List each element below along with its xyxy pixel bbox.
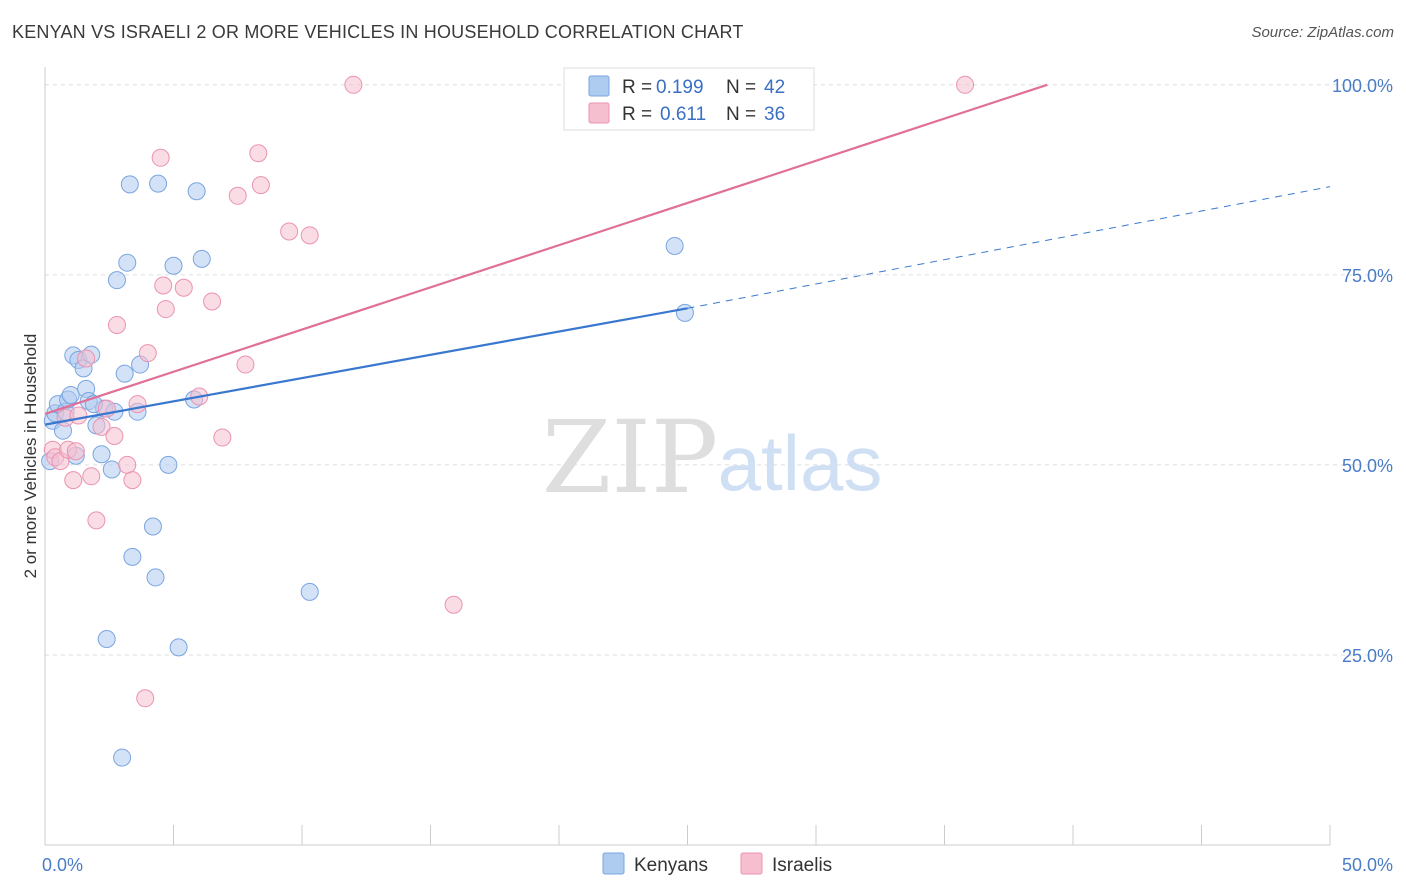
series-legend: Kenyans Israelis xyxy=(602,852,832,876)
legend-r-label: R = xyxy=(622,77,652,98)
kenyan-point xyxy=(102,460,121,479)
watermark-zip: ZIP xyxy=(542,399,718,516)
israeli-point xyxy=(154,276,173,295)
kenyan-point xyxy=(118,253,137,272)
kenyan-trendline xyxy=(44,307,688,426)
legend-label-kenyans: Kenyans xyxy=(634,855,708,876)
israeli-points xyxy=(43,75,975,708)
y-tick-label: 25.0% xyxy=(1342,646,1393,666)
kenyan-point xyxy=(159,455,178,474)
legend-swatch-kenyans xyxy=(602,852,625,875)
y-tick-labels: 25.0% 50.0% 75.0% 100.0% xyxy=(1332,76,1393,666)
israeli-point xyxy=(151,148,170,167)
y-tick-label: 50.0% xyxy=(1342,456,1393,476)
israeli-point xyxy=(123,471,142,490)
legend-r-label: R = xyxy=(622,104,652,125)
legend-n-label: N = xyxy=(726,104,756,125)
israeli-point xyxy=(82,467,101,486)
kenyan-point xyxy=(92,445,111,464)
israeli-point xyxy=(92,417,111,436)
watermark: ZIP atlas xyxy=(542,399,883,516)
kenyan-point xyxy=(113,748,132,767)
kenyan-point xyxy=(146,568,165,587)
israeli-point xyxy=(956,75,975,94)
x-tick-labels: 0.0% 50.0% xyxy=(42,855,1393,875)
kenyan-point xyxy=(143,517,162,536)
israeli-point xyxy=(118,455,137,474)
kenyan-point xyxy=(115,364,134,383)
israeli-point xyxy=(444,595,463,614)
legend-r-israelis: 0.611 xyxy=(660,104,706,125)
y-tick-label: 100.0% xyxy=(1332,76,1393,96)
israeli-point xyxy=(77,349,96,368)
israeli-point xyxy=(87,511,106,530)
kenyan-point xyxy=(164,256,183,275)
legend-n-israelis: 36 xyxy=(764,104,785,125)
x-tick-label-max: 50.0% xyxy=(1342,855,1393,875)
kenyan-point xyxy=(675,303,694,322)
israeli-point xyxy=(66,442,85,461)
israeli-point xyxy=(251,176,270,195)
grid-lines xyxy=(45,84,1392,656)
y-axis-label: 2 or more Vehicles in Household xyxy=(21,334,40,579)
kenyan-point xyxy=(192,249,211,268)
israeli-point xyxy=(280,222,299,241)
israeli-point xyxy=(228,186,247,205)
israeli-point xyxy=(344,75,363,94)
legend-swatch-kenyans xyxy=(588,75,610,97)
israeli-point xyxy=(138,344,157,363)
israeli-point xyxy=(107,316,126,335)
kenyan-point xyxy=(300,582,319,601)
kenyan-point xyxy=(61,385,80,404)
israeli-trendline xyxy=(44,83,1048,416)
legend-n-label: N = xyxy=(726,77,756,98)
israeli-point xyxy=(69,406,88,425)
kenyan-point xyxy=(123,547,142,566)
y-tick-label: 75.0% xyxy=(1342,266,1393,286)
israeli-point xyxy=(156,300,175,319)
kenyan-point xyxy=(120,175,139,194)
kenyan-point xyxy=(187,182,206,201)
kenyan-point xyxy=(107,271,126,290)
israeli-point xyxy=(64,471,83,490)
kenyan-point xyxy=(665,236,684,255)
legend-r-kenyans: 0.199 xyxy=(656,77,704,98)
trendlines xyxy=(44,83,1331,426)
israeli-point xyxy=(136,689,155,708)
israeli-point xyxy=(105,427,124,446)
israeli-point xyxy=(236,355,255,374)
israeli-point xyxy=(249,144,268,163)
legend-swatch-israelis xyxy=(588,102,610,124)
kenyan-point xyxy=(97,629,116,648)
source-label: Source: ZipAtlas.com xyxy=(1251,24,1394,41)
israeli-point xyxy=(203,292,222,311)
legend-swatch-israelis xyxy=(740,852,763,875)
legend-label-israelis: Israelis xyxy=(772,855,832,876)
chart-title: KENYAN VS ISRAELI 2 OR MORE VEHICLES IN … xyxy=(12,22,744,42)
kenyan-trendline-extension xyxy=(687,186,1331,309)
stats-legend: R = 0.199 N = 42 R = 0.611 N = 36 xyxy=(563,67,815,131)
kenyan-point xyxy=(149,174,168,193)
israeli-point xyxy=(213,428,232,447)
israeli-point xyxy=(300,226,319,245)
israeli-point xyxy=(174,278,193,297)
watermark-atlas: atlas xyxy=(718,419,883,507)
kenyan-point xyxy=(169,638,188,657)
x-tick-label-min: 0.0% xyxy=(42,855,83,875)
legend-n-kenyans: 42 xyxy=(764,77,785,98)
